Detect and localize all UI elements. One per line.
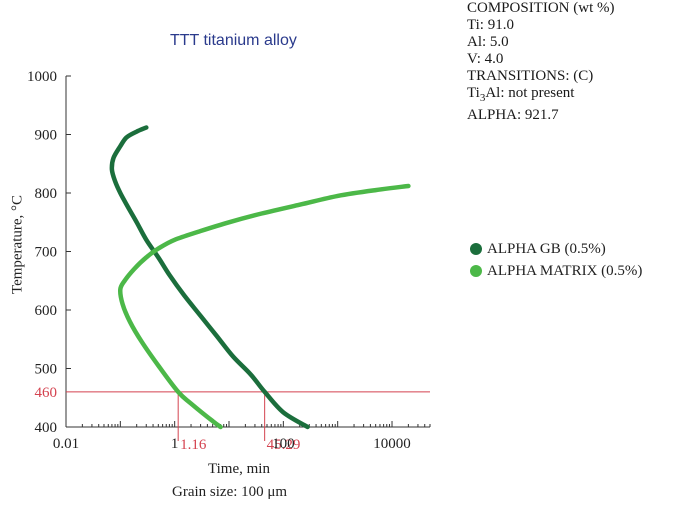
y-tick-label: 700 (35, 245, 58, 261)
y-axis-label: Temperature, °C (9, 194, 26, 295)
y-tick-label: 600 (35, 303, 58, 319)
ti3al-subscript: 3 (479, 92, 486, 104)
legend-item-alpha-matrix: ALPHA MATRIX (0.5%) (470, 260, 642, 282)
transition-ti3al: Ti3Al: not present (467, 85, 575, 104)
axes (65, 75, 431, 428)
transitions-header: TRANSITIONS: (C) (467, 68, 594, 84)
x-tick-label: 100 (272, 436, 295, 452)
info-panel: COMPOSITION (wt %) Ti: 91.0 Al: 5.0 V: 4… (467, 0, 615, 124)
composition-ti: Ti: 91.0 (467, 17, 514, 33)
curve-alpha-matrix (117, 183, 411, 430)
legend-label-alpha-matrix: ALPHA MATRIX (0.5%) (487, 263, 643, 279)
chart-title: TTT titanium alloy (170, 32, 297, 49)
y-tick-label: 400 (35, 420, 58, 436)
y-tick-label: 800 (35, 186, 58, 202)
y-label-mask (22, 382, 64, 401)
legend-label-alpha-gb: ALPHA GB (0.5%) (487, 241, 606, 257)
tick-labels: 400 500 600 700 800 900 1000 0.01 1 100 10000 (27, 69, 411, 452)
legend-swatch-alpha-gb (470, 243, 482, 255)
y-tick-label: 900 (35, 128, 58, 144)
reference-lines: 460 1.16 45.29 (22, 382, 430, 453)
y-tick-label: 500 (35, 362, 58, 378)
x-tick-label: 10000 (373, 436, 411, 452)
x-tick-label: 0.01 (53, 436, 79, 452)
composition-header: COMPOSITION (wt %) (467, 0, 615, 16)
reference-vline-label: 1.16 (180, 437, 207, 453)
composition-al: Al: 5.0 (467, 34, 509, 50)
x-axis-label: Time, min (208, 461, 270, 477)
curve-alpha-gb (109, 125, 310, 430)
legend-item-alpha-gb: ALPHA GB (0.5%) (470, 238, 642, 260)
legend-swatch-alpha-matrix (470, 265, 482, 277)
reference-vline-label: 45.29 (267, 437, 301, 453)
transition-alpha: ALPHA: 921.7 (467, 107, 559, 123)
composition-v: V: 4.0 (467, 51, 504, 67)
legend: ALPHA GB (0.5%) ALPHA MATRIX (0.5%) (470, 238, 642, 282)
reference-label-460: 460 (35, 385, 58, 401)
y-tick-label: 1000 (27, 69, 57, 85)
x-tick-label: 1 (171, 436, 179, 452)
curves (109, 125, 411, 430)
grain-size-label: Grain size: 100 μm (172, 484, 288, 500)
